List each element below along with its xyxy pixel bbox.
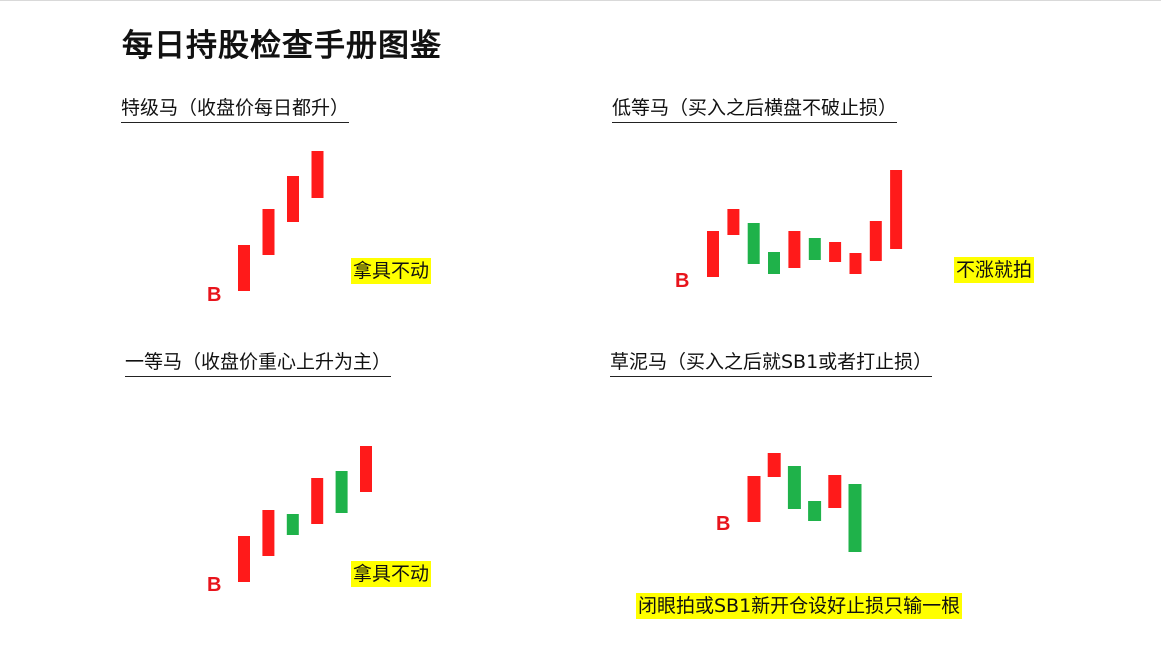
candle-up-7 [829, 242, 842, 262]
candle-up-4 [311, 151, 324, 198]
buy-marker-grass-mud-horse: B [716, 513, 731, 535]
note-low-horse: 不涨就拍 [954, 257, 1035, 283]
candle-down-3 [787, 466, 801, 509]
candle-down-6 [808, 238, 821, 260]
top-divider [0, 0, 1161, 1]
buy-marker-low-horse: B [675, 270, 690, 292]
candle-up-1 [747, 476, 761, 522]
page-title: 每日持股检查手册图鉴 [122, 28, 442, 64]
candle-up-9 [869, 221, 882, 261]
candle-up-4 [311, 478, 324, 524]
candle-up-2 [767, 453, 781, 477]
buy-marker-first-class-horse: B [207, 574, 222, 596]
candle-up-3 [287, 176, 299, 222]
candle-up-1 [238, 536, 250, 582]
candle-down-4 [808, 501, 822, 521]
candle-up-1 [238, 245, 250, 291]
candle-up-6 [360, 446, 372, 492]
panel-title-grass-mud-horse: 草泥马（买入之后就SB1或者打止损） [610, 350, 933, 377]
candle-down-3 [286, 514, 299, 535]
candle-up-5 [788, 231, 801, 268]
candle-down-4 [768, 252, 780, 274]
note-first-class-horse: 拿具不动 [351, 561, 432, 587]
note-grass-mud-horse: 闭眼拍或SB1新开仓设好止损只输一根 [636, 593, 963, 619]
candle-up-2 [262, 209, 275, 255]
candle-down-5 [335, 471, 348, 513]
panel-title-low-horse: 低等马（买入之后横盘不破止损） [612, 96, 898, 123]
candle-up-10 [890, 170, 903, 249]
panel-title-first-class-horse: 一等马（收盘价重心上升为主） [125, 350, 392, 377]
candle-down-3 [747, 223, 760, 264]
candle-up-1 [707, 231, 719, 277]
candle-up-2 [727, 209, 740, 235]
note-premium-horse: 拿具不动 [351, 258, 432, 284]
candle-up-5 [828, 475, 842, 508]
buy-marker-premium-horse: B [207, 284, 222, 306]
candle-down-6 [848, 484, 862, 552]
candle-up-8 [849, 253, 862, 274]
candle-up-2 [262, 510, 275, 556]
panel-title-premium-horse: 特级马（收盘价每日都升） [121, 96, 350, 123]
